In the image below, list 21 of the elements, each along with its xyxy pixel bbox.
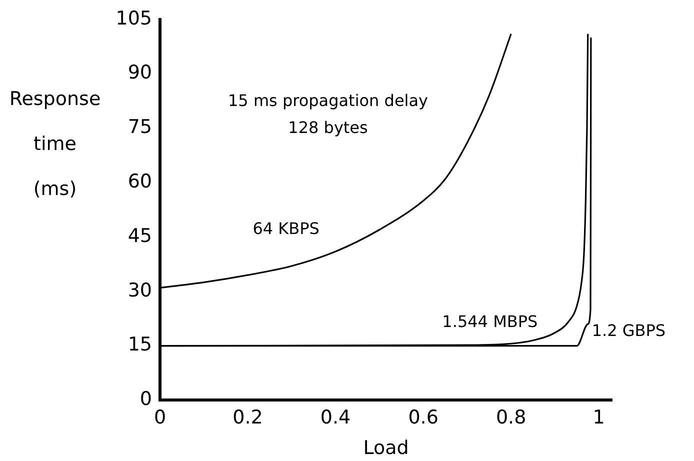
y-tick-label: 30 <box>128 279 152 302</box>
series-label: 64 KBPS <box>252 218 320 238</box>
y-tick-label: 45 <box>128 224 152 247</box>
text: Response time (ms) <box>9 88 101 200</box>
annotation: 15 ms propagation delay <box>228 91 428 110</box>
x-tick-label: 0.6 <box>408 406 438 429</box>
x-tick-label: 0 <box>154 406 166 429</box>
x-axis-title: Load <box>363 436 409 459</box>
annotation: 128 bytes <box>288 118 368 138</box>
y-tick-label: 90 <box>128 62 152 84</box>
y-tick-label: 0 <box>140 388 152 410</box>
y-tick-label: 15 <box>128 334 152 356</box>
x-tick-label: 0.8 <box>496 406 526 429</box>
x-tick-label: 0.2 <box>232 406 263 429</box>
y-tick-label: 75 <box>128 116 152 138</box>
series-label: 1.544 MBPS <box>442 312 538 332</box>
x-tick-label: 0.4 <box>320 406 351 429</box>
series-label: 1.2 GBPS <box>592 321 666 340</box>
y-tick-label: 60 <box>128 170 152 193</box>
x-tick-label: 1 <box>592 406 605 429</box>
y-tick-label: 105 <box>116 7 152 30</box>
